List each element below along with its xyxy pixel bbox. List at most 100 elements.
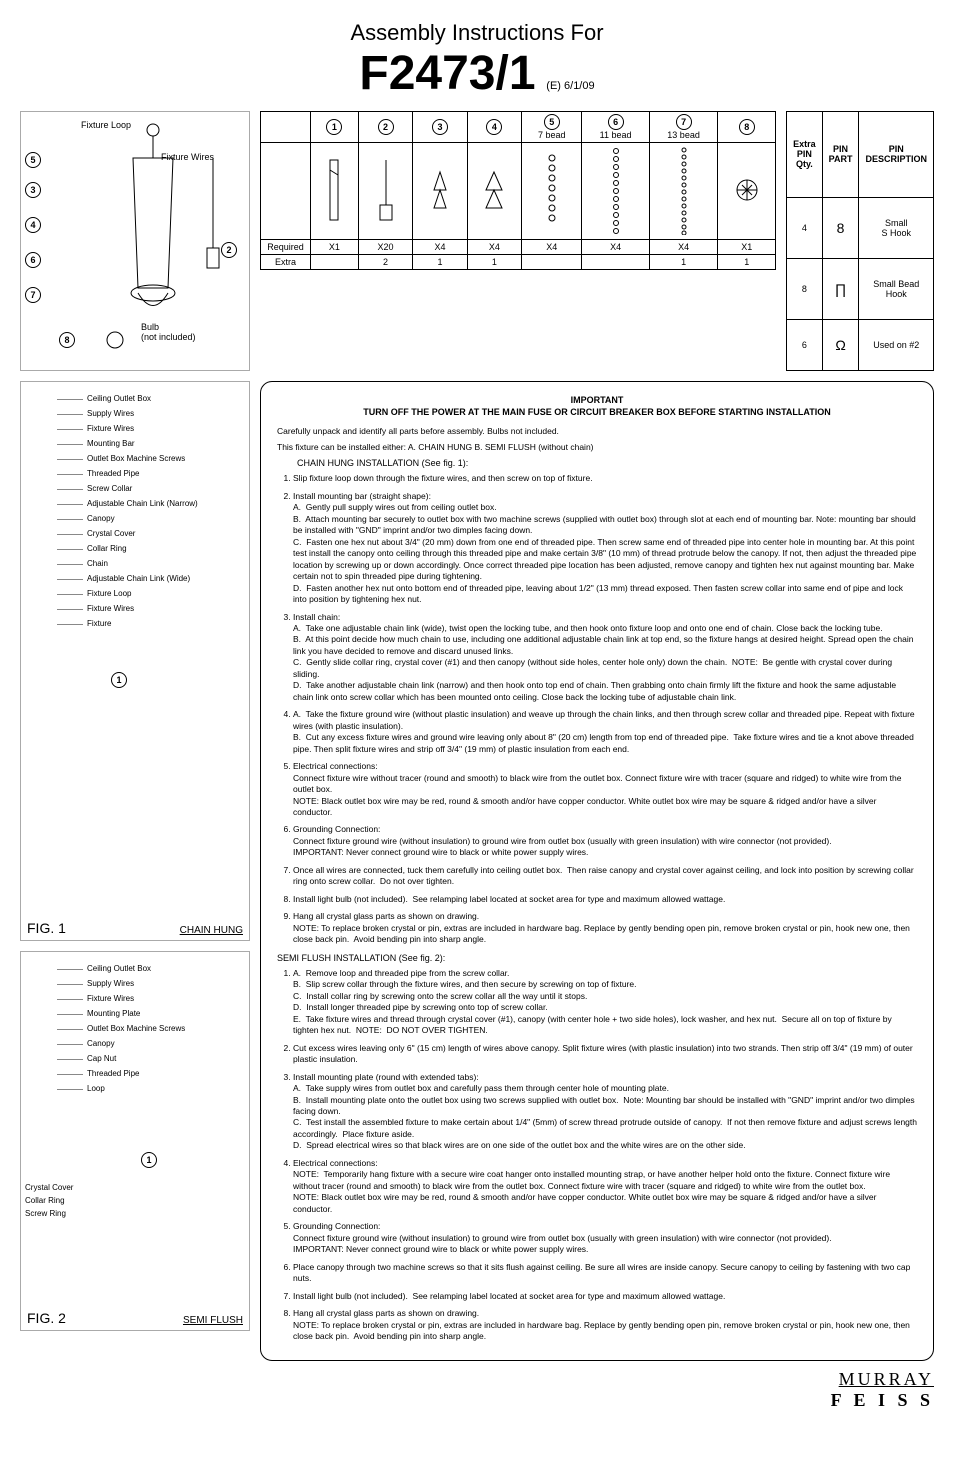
intro-2: This fixture can be installed either: A.… (277, 442, 917, 453)
ext-2: 2 (358, 255, 412, 270)
main-layout: Ceiling Outlet Box Supply Wires Fixture Wi… (20, 381, 934, 1361)
req-7: X4 (649, 240, 718, 255)
left-column: Ceiling Outlet Box Supply Wires Fixture Wi… (20, 381, 250, 1361)
pin-qty-1: 8 (787, 258, 823, 319)
parts-sub-5: 7 bead (538, 130, 566, 140)
parts-head-5: 5 (544, 114, 560, 130)
pin-part-1: ∏ (822, 258, 859, 319)
parts-head-1: 1 (326, 119, 342, 135)
part-icon-7 (649, 143, 718, 240)
parts-head-6: 6 (608, 114, 624, 130)
semi-step: Install mounting plate (round with exten… (293, 1072, 917, 1152)
pin-part-2: Ω (822, 319, 859, 370)
parts-sub-7: 13 bead (667, 130, 700, 140)
fig1-item: Adjustable Chain Link (Wide) (27, 574, 243, 583)
required-label: Required (261, 240, 311, 255)
semi-heading: SEMI FLUSH INSTALLATION (See fig. 2): (277, 952, 917, 964)
fig2-item: Supply Wires (27, 979, 243, 988)
fig1-subtitle: CHAIN HUNG (180, 925, 243, 936)
req-6: X4 (582, 240, 649, 255)
parts-header-row: 1 2 3 4 57 bead 611 bead 713 bead 8 (261, 112, 776, 143)
chain-step: Once all wires are connected, tuck them … (293, 865, 917, 888)
pin-head-qty: Extra PIN Qty. (787, 112, 823, 198)
fig2-badge: 1 (141, 1152, 157, 1168)
diagram-badge-5: 5 (25, 152, 41, 168)
ext-6 (582, 255, 649, 270)
pin-row: 6 Ω Used on #2 (787, 319, 934, 370)
parts-sub-6: 11 bead (600, 130, 632, 140)
fig2-subtitle: SEMI FLUSH (183, 1315, 243, 1326)
diagram-badge-3: 3 (25, 182, 41, 198)
pin-desc-2: Used on #2 (859, 319, 934, 370)
semi-steps-list: A. Remove loop and threaded pipe from th… (277, 968, 917, 1343)
semi-step: Hang all crystal glass parts as shown on… (293, 1308, 917, 1342)
footer-line-2: F E I S S (20, 1390, 934, 1411)
fig1-item: Fixture (27, 619, 243, 628)
revision: (E) 6/1/09 (546, 80, 594, 92)
fixture-sketch (93, 118, 243, 358)
part-icon-5 (522, 143, 582, 240)
fig1-item: Fixture Wires (27, 424, 243, 433)
important-subheading: TURN OFF THE POWER AT THE MAIN FUSE OR C… (277, 406, 917, 418)
pin-desc-0: Small S Hook (859, 197, 934, 258)
extra-pin-table: Extra PIN Qty. PIN PART PIN DESCRIPTION … (786, 111, 934, 371)
semi-step: Cut excess wires leaving only 6" (15 cm)… (293, 1043, 917, 1066)
fig2-item: Cap Nut (27, 1054, 243, 1063)
ext-4: 1 (467, 255, 521, 270)
chain-heading: CHAIN HUNG INSTALLATION (See fig. 1): (277, 457, 917, 469)
fig2-left-2: Screw Ring (25, 1208, 73, 1221)
parts-head-8: 8 (739, 119, 755, 135)
chain-step: Install mounting bar (straight shape): A… (293, 491, 917, 606)
parts-table-wrapper: 1 2 3 4 57 bead 611 bead 713 bead 8 (260, 111, 776, 371)
parts-head-2: 2 (378, 119, 394, 135)
chain-step: Install light bulb (not included). See r… (293, 894, 917, 905)
instructions-panel: IMPORTANT TURN OFF THE POWER AT THE MAIN… (260, 381, 934, 1361)
ext-7: 1 (649, 255, 718, 270)
semi-step: Grounding Connection: Connect fixture gr… (293, 1221, 917, 1255)
chain-step: Install chain: A. Take one adjustable ch… (293, 612, 917, 704)
fig2-title: FIG. 2 (27, 1310, 66, 1326)
req-5: X4 (522, 240, 582, 255)
req-8: X1 (718, 240, 776, 255)
req-2: X20 (358, 240, 412, 255)
parts-head-3: 3 (432, 119, 448, 135)
fig1-badge: 1 (111, 672, 127, 688)
fig1-item: Adjustable Chain Link (Narrow) (27, 499, 243, 508)
pin-row: 8 ∏ Small Bead Hook (787, 258, 934, 319)
req-3: X4 (413, 240, 467, 255)
fig1-item: Fixture Loop (27, 589, 243, 598)
diagram-badge-6: 6 (25, 252, 41, 268)
fixture-diagram: 5 3 4 6 7 8 2 Fixture Loop Fixture Wires… (20, 111, 250, 371)
footer-logo: MURRAY F E I S S (20, 1369, 934, 1411)
diagram-badge-8: 8 (59, 332, 75, 348)
ext-5 (522, 255, 582, 270)
chain-step: Grounding Connection: Connect fixture gr… (293, 824, 917, 858)
diagram-badge-4: 4 (25, 217, 41, 233)
fig1-item: Supply Wires (27, 409, 243, 418)
req-1: X1 (311, 240, 359, 255)
fig1-title: FIG. 1 (27, 920, 66, 936)
chain-step: A. Take the fixture ground wire (without… (293, 709, 917, 755)
fig2-item: Fixture Wires (27, 994, 243, 1003)
fig1-item: Mounting Bar (27, 439, 243, 448)
fig1-item: Outlet Box Machine Screws (27, 454, 243, 463)
chain-step: Slip fixture loop down through the fixtu… (293, 473, 917, 484)
pin-qty-0: 4 (787, 197, 823, 258)
ext-1 (311, 255, 359, 270)
intro-1: Carefully unpack and identify all parts … (277, 426, 917, 437)
part-icon-8 (718, 143, 776, 240)
parts-icon-row (261, 143, 776, 240)
parts-table: 1 2 3 4 57 bead 611 bead 713 bead 8 (260, 111, 776, 270)
ext-8: 1 (718, 255, 776, 270)
part-icon-6 (582, 143, 649, 240)
parts-extra-row: Extra 2 1 1 1 1 (261, 255, 776, 270)
part-icon-3 (413, 143, 467, 240)
pin-head-desc: PIN DESCRIPTION (859, 112, 934, 198)
req-4: X4 (467, 240, 521, 255)
chain-step: Hang all crystal glass parts as shown on… (293, 911, 917, 945)
pin-head-part: PIN PART (822, 112, 859, 198)
figure-2: Ceiling Outlet Box Supply Wires Fixture Wi… (20, 951, 250, 1331)
fig2-item: Ceiling Outlet Box (27, 964, 243, 973)
fig1-item: Threaded Pipe (27, 469, 243, 478)
semi-step: Place canopy through two machine screws … (293, 1262, 917, 1285)
